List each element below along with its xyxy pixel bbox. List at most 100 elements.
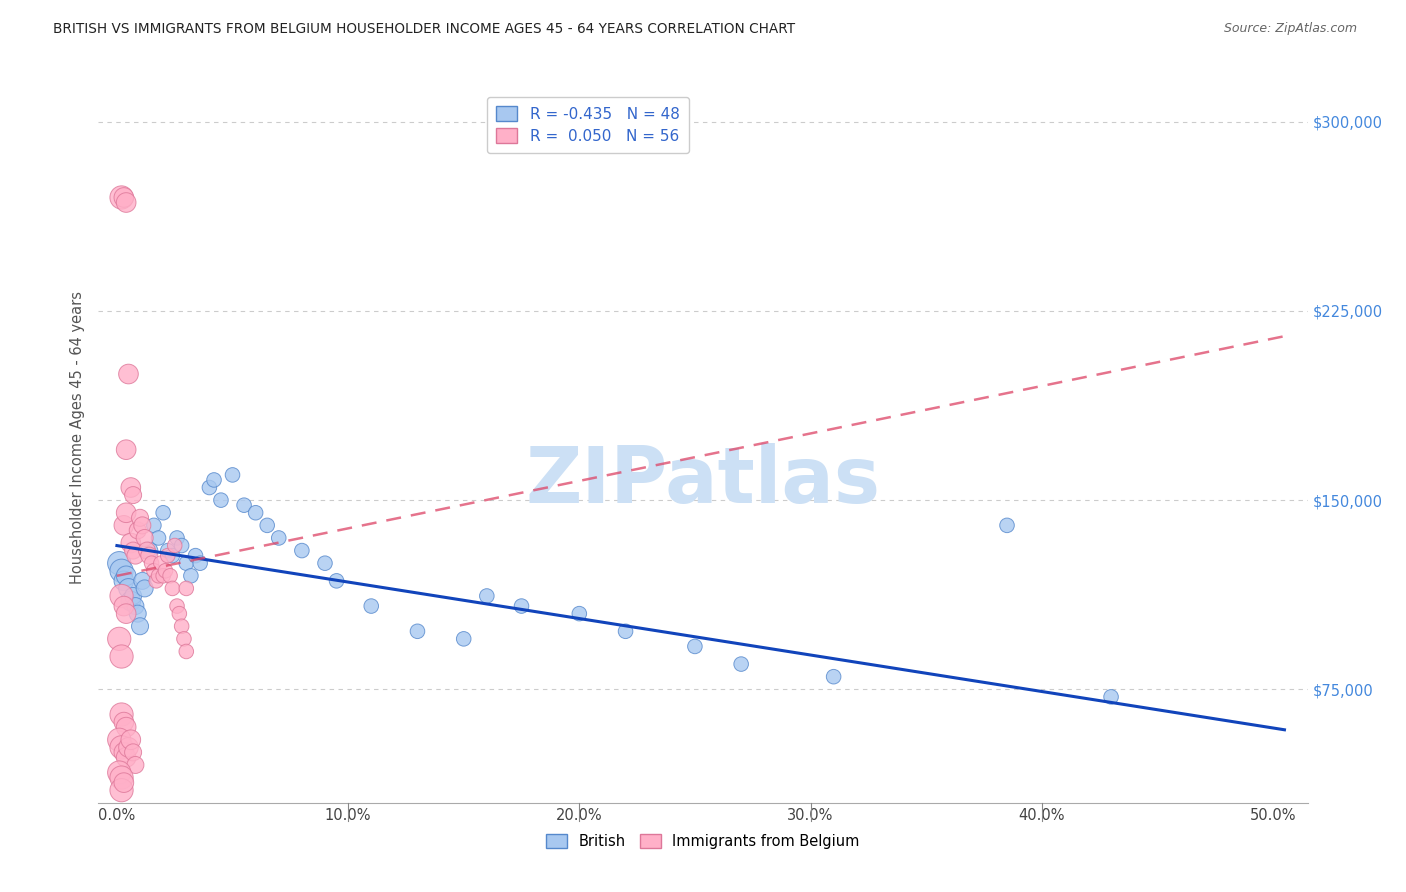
Point <box>406 624 429 639</box>
Point <box>134 531 156 545</box>
Point <box>112 775 135 789</box>
Point <box>138 543 160 558</box>
Point <box>117 582 139 596</box>
Point <box>122 488 145 502</box>
Point <box>174 644 197 658</box>
Point <box>115 195 138 210</box>
Point <box>108 765 131 780</box>
Point <box>112 190 135 204</box>
Legend: British, Immigrants from Belgium: British, Immigrants from Belgium <box>537 825 869 858</box>
Point <box>110 771 132 785</box>
Point <box>149 556 172 570</box>
Point <box>148 569 170 583</box>
Point <box>314 556 336 570</box>
Point <box>163 539 186 553</box>
Text: Source: ZipAtlas.com: Source: ZipAtlas.com <box>1223 22 1357 36</box>
Point <box>122 745 145 759</box>
Point <box>122 589 145 603</box>
Point <box>120 732 142 747</box>
Point <box>159 569 181 583</box>
Point <box>131 518 153 533</box>
Point <box>180 569 202 583</box>
Point <box>142 518 165 533</box>
Point <box>127 607 149 621</box>
Point <box>110 589 132 603</box>
Point <box>170 539 193 553</box>
Point <box>129 619 152 633</box>
Point <box>233 498 256 512</box>
Point <box>360 599 382 613</box>
Point <box>162 549 184 563</box>
Point <box>152 569 174 583</box>
Point <box>120 536 142 550</box>
Point <box>115 442 138 457</box>
Point <box>170 619 193 633</box>
Point <box>124 599 146 613</box>
Point <box>683 640 706 654</box>
Point <box>823 670 845 684</box>
Point <box>209 493 232 508</box>
Point <box>184 549 207 563</box>
Text: ZIPatlas: ZIPatlas <box>526 443 880 519</box>
Point <box>453 632 475 646</box>
Point <box>1239 851 1261 865</box>
Point <box>188 556 211 570</box>
Point <box>115 506 138 520</box>
Point <box>115 750 138 764</box>
Point <box>112 715 135 730</box>
Point <box>173 632 195 646</box>
Point <box>156 549 179 563</box>
Point <box>108 732 131 747</box>
Point <box>115 720 138 734</box>
Point <box>245 506 267 520</box>
Point <box>124 758 146 772</box>
Point <box>475 589 498 603</box>
Point <box>148 531 170 545</box>
Point <box>122 543 145 558</box>
Point <box>162 582 184 596</box>
Point <box>291 543 314 558</box>
Point <box>174 582 197 596</box>
Point <box>134 582 156 596</box>
Point <box>325 574 347 588</box>
Point <box>510 599 533 613</box>
Point <box>155 564 177 578</box>
Point <box>730 657 752 671</box>
Point <box>108 556 131 570</box>
Point <box>267 531 290 545</box>
Point <box>108 632 131 646</box>
Point <box>110 649 132 664</box>
Point <box>166 599 188 613</box>
Text: BRITISH VS IMMIGRANTS FROM BELGIUM HOUSEHOLDER INCOME AGES 45 - 64 YEARS CORRELA: BRITISH VS IMMIGRANTS FROM BELGIUM HOUSE… <box>53 22 796 37</box>
Point <box>614 624 637 639</box>
Point <box>112 599 135 613</box>
Point <box>110 783 132 797</box>
Point <box>110 190 132 204</box>
Point <box>995 518 1018 533</box>
Point <box>256 518 278 533</box>
Point <box>174 556 197 570</box>
Y-axis label: Householder Income Ages 45 - 64 years: Householder Income Ages 45 - 64 years <box>70 291 86 583</box>
Point <box>129 510 152 524</box>
Point <box>127 524 149 538</box>
Point <box>131 574 153 588</box>
Point <box>120 594 142 608</box>
Point <box>568 607 591 621</box>
Point <box>120 481 142 495</box>
Point <box>115 607 138 621</box>
Point <box>166 531 188 545</box>
Point <box>145 574 167 588</box>
Point <box>1099 690 1122 704</box>
Point <box>152 506 174 520</box>
Point <box>124 549 146 563</box>
Point <box>117 740 139 755</box>
Point <box>198 481 221 495</box>
Point <box>110 564 132 578</box>
Point <box>141 556 163 570</box>
Point <box>110 707 132 722</box>
Point <box>136 543 159 558</box>
Point <box>169 607 191 621</box>
Point <box>156 543 179 558</box>
Point <box>202 473 225 487</box>
Point <box>110 740 132 755</box>
